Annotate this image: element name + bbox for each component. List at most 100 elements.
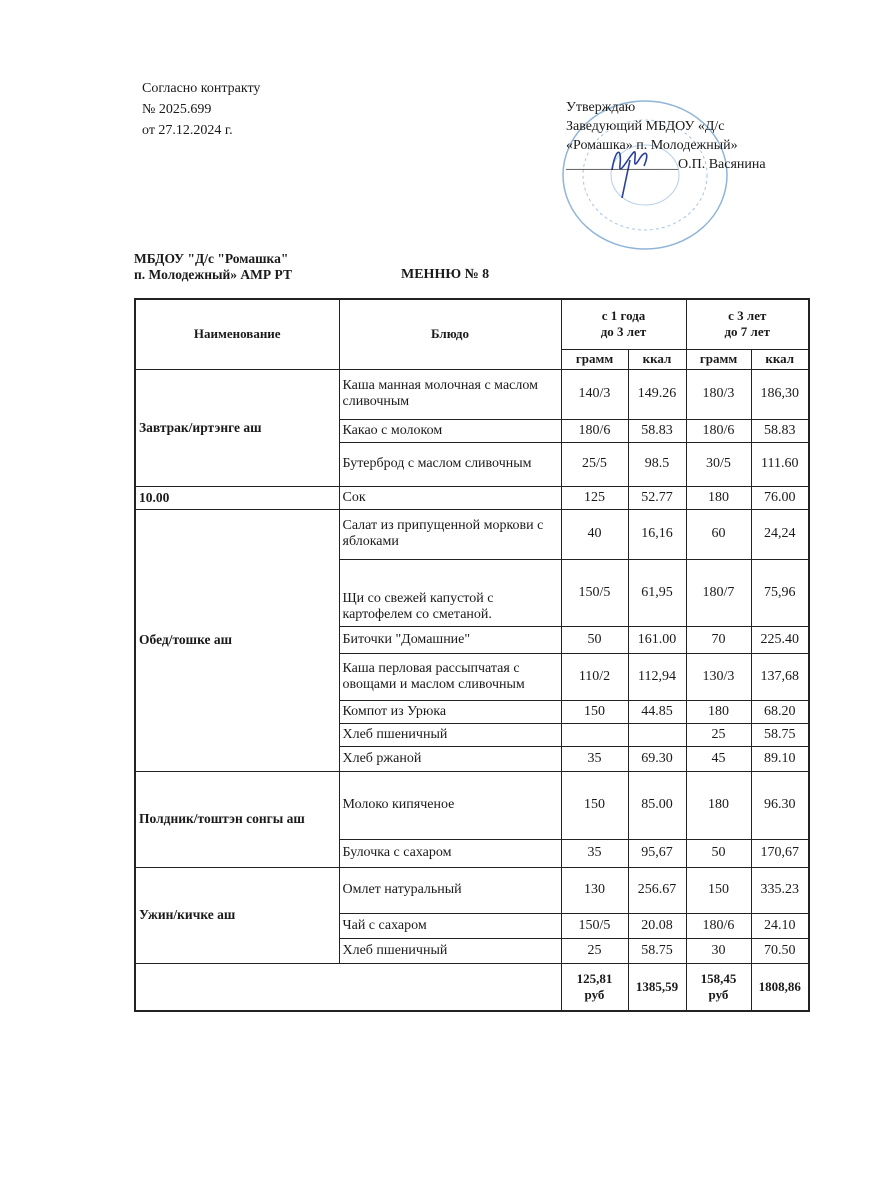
total-kcal-3-7: 1808,86 — [750, 962, 810, 1012]
table-row: Полдник/тоштэн сонгы аш Молоко кипяченое 1… — [134, 770, 810, 868]
kcal-1-3: 112,94 — [627, 652, 687, 701]
gram-1-3: 35 — [560, 745, 629, 772]
kcal-1-3: 44.85 — [627, 699, 687, 724]
kcal-3-7: 170,67 — [750, 838, 810, 868]
approval-position: Заведующий МБДОУ «Д/с — [566, 119, 725, 134]
gram-3-7: 60 — [685, 508, 752, 560]
kcal-1-3 — [627, 722, 687, 747]
kcal-3-7: 335.23 — [750, 866, 810, 914]
kcal-3-7: 186,30 — [750, 368, 810, 420]
contract-line: Согласно контракту — [142, 81, 261, 96]
signer-name: О.П. Васянина — [678, 157, 766, 172]
kcal-3-7: 58.83 — [750, 418, 810, 443]
total-cost-1-3: 125,81 руб — [560, 962, 629, 1012]
page-title: МЕННЮ № 8 — [401, 267, 490, 282]
contract-date: от 27.12.2024 г. — [142, 123, 233, 138]
menu-table: Наименование Блюдо с 1 года до 3 лет с 3… — [134, 298, 810, 1012]
gram-1-3: 125 — [560, 485, 629, 510]
gram-1-3: 140/3 — [560, 368, 629, 420]
kcal-1-3: 256.67 — [627, 866, 687, 914]
gram-1-3: 35 — [560, 838, 629, 868]
totals-row: 125,81 руб 1385,59 158,45 руб 1808,86 — [134, 962, 810, 1012]
gram-3-7: 30/5 — [685, 441, 752, 487]
meal-name: Ужин/кичке аш — [134, 866, 340, 964]
header-age-3-7: с 3 лет до 7 лет — [685, 298, 810, 350]
gram-3-7: 30 — [685, 937, 752, 964]
kcal-1-3: 98.5 — [627, 441, 687, 487]
gram-3-7: 45 — [685, 745, 752, 772]
dish-name: Каша перловая рассыпчатая с овощами и ма… — [338, 652, 562, 701]
gram-3-7: 180 — [685, 770, 752, 840]
header-age-1-3: с 1 года до 3 лет — [560, 298, 687, 350]
totals-label-cell — [134, 962, 562, 1012]
gram-3-7: 180/6 — [685, 418, 752, 443]
gram-1-3 — [560, 722, 629, 747]
kcal-1-3: 16,16 — [627, 508, 687, 560]
gram-1-3: 50 — [560, 625, 629, 654]
kcal-3-7: 225.40 — [750, 625, 810, 654]
gram-1-3: 110/2 — [560, 652, 629, 701]
kcal-1-3: 61,95 — [627, 558, 687, 627]
kcal-3-7: 96.30 — [750, 770, 810, 840]
meal-name: Обед/тошке аш — [134, 508, 340, 772]
gram-3-7: 180 — [685, 485, 752, 510]
kcal-1-3: 69.30 — [627, 745, 687, 772]
gram-3-7: 150 — [685, 866, 752, 914]
kcal-3-7: 70.50 — [750, 937, 810, 964]
meal-name: Полдник/тоштэн сонгы аш — [134, 770, 340, 868]
table-row: Хлеб ржаной 35 69.30 45 89.10 — [135, 745, 810, 772]
kcal-1-3: 85.00 — [627, 770, 687, 840]
dish-name: Каша манная молочная с маслом сливочным — [338, 368, 562, 420]
total-kcal-1-3: 1385,59 — [627, 962, 687, 1012]
contract-number: № 2025.699 — [142, 102, 212, 117]
kcal-3-7: 137,68 — [750, 652, 810, 701]
table-row: Завтрак/иртэнге аш Каша манная молочная с… — [134, 368, 810, 487]
header-kcal: ккал — [750, 348, 810, 370]
kcal-3-7: 24,24 — [750, 508, 810, 560]
gram-3-7: 180/3 — [685, 368, 752, 420]
header-gram: грамм — [685, 348, 752, 370]
table-row: Хлеб пшеничный 25 58.75 30 70.50 — [135, 937, 810, 964]
gram-3-7: 25 — [685, 722, 752, 747]
total-cost-3-7: 158,45 руб — [685, 962, 752, 1012]
gram-1-3: 150/5 — [560, 558, 629, 627]
dish-name: Компот из Урюка — [338, 699, 562, 724]
kcal-1-3: 149.26 — [627, 368, 687, 420]
gram-1-3: 25/5 — [560, 441, 629, 487]
dish-name: Бутерброд с маслом сливочным — [338, 441, 562, 487]
organization-location: п. Молодежный» АМР РТ — [134, 267, 292, 282]
dish-name: Булочка с сахаром — [338, 838, 562, 868]
gram-1-3: 180/6 — [560, 418, 629, 443]
kcal-1-3: 161.00 — [627, 625, 687, 654]
gram-3-7: 130/3 — [685, 652, 752, 701]
signature-line: ________________ — [566, 157, 678, 172]
meal-name: 10.00 — [134, 485, 340, 510]
kcal-1-3: 20.08 — [627, 912, 687, 939]
table-row: Какао с молоком 180/6 58.83 180/6 58.83 — [135, 418, 810, 443]
table-row: Обед/тошке аш Салат из припущенной морков… — [134, 508, 810, 772]
dish-name: Хлеб пшеничный — [338, 722, 562, 747]
dish-name: Биточки "Домашние" — [338, 625, 562, 654]
kcal-3-7: 75,96 — [750, 558, 810, 627]
meal-name: Завтрак/иртэнге аш — [134, 368, 340, 487]
gram-3-7: 180 — [685, 699, 752, 724]
header-dish: Блюдо — [338, 298, 562, 370]
table-row: Каша перловая рассыпчатая с овощами и ма… — [135, 652, 810, 701]
header-kcal: ккал — [627, 348, 687, 370]
table-row: Биточки "Домашние" 50 161.00 70 225.40 — [135, 625, 810, 654]
signature — [611, 151, 648, 199]
gram-1-3: 150/5 — [560, 912, 629, 939]
organization-name: МБДОУ "Д/с "Ромашка" — [134, 251, 289, 266]
kcal-1-3: 52.77 — [627, 485, 687, 510]
contract-info: Согласно контракту № 2025.699 от 27.12.2… — [142, 78, 260, 141]
kcal-3-7: 68.20 — [750, 699, 810, 724]
dish-name: Хлеб пшеничный — [338, 937, 562, 964]
kcal-1-3: 58.75 — [627, 937, 687, 964]
dish-name: Молоко кипяченое — [338, 770, 562, 840]
gram-1-3: 40 — [560, 508, 629, 560]
dish-name: Щи со свежей капустой с картофелем со см… — [338, 558, 562, 627]
gram-3-7: 50 — [685, 838, 752, 868]
dish-name: Хлеб ржаной — [338, 745, 562, 772]
gram-3-7: 70 — [685, 625, 752, 654]
gram-1-3: 130 — [560, 866, 629, 914]
